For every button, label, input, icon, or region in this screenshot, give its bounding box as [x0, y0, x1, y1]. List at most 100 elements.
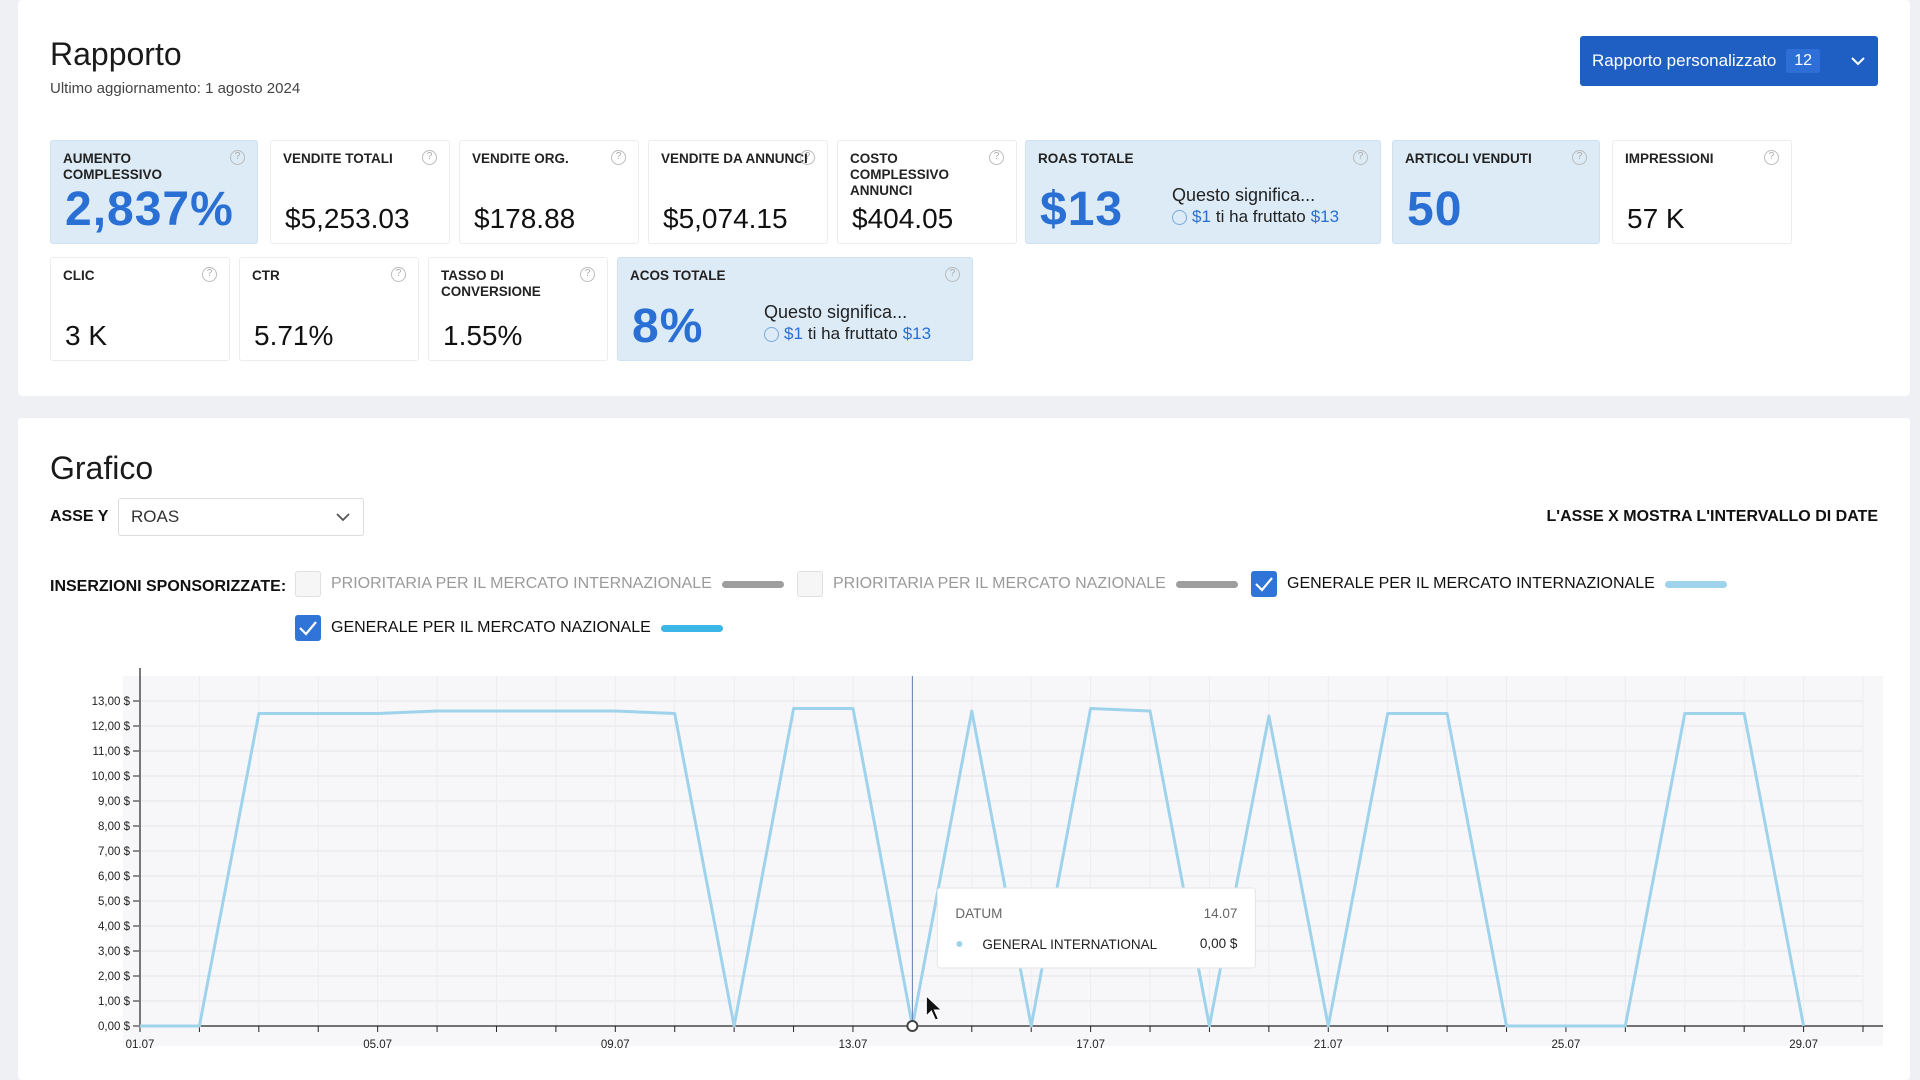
x-tick-label: 21.07 — [1314, 1039, 1343, 1051]
help-icon[interactable]: ? — [945, 267, 960, 282]
help-icon[interactable]: ? — [202, 267, 217, 282]
tooltip-series-label: GENERAL INTERNATIONAL — [982, 937, 1157, 952]
metric-label: VENDITE TOTALI — [283, 151, 393, 166]
help-icon[interactable]: ? — [1764, 150, 1779, 165]
legend-item-generale-nazionale[interactable]: GENERALE PER IL MERCATO NAZIONALE — [295, 615, 723, 641]
legend-item-prioritaria-nazionale[interactable]: PRIORITARIA PER IL MERCATO NAZIONALE — [797, 571, 1238, 597]
legend-title: INSERZIONI SPONSORIZZATE: — [50, 578, 287, 595]
y-tick-label: 3,00 $ — [98, 946, 131, 958]
y-tick-label: 13,00 $ — [92, 696, 131, 708]
roas-amount-out: $13 — [1310, 207, 1340, 226]
chevron-down-icon — [335, 512, 351, 522]
metric-card-vendite-org[interactable]: VENDITE ORG. ? $178.88 — [459, 140, 639, 244]
metric-value: 50 — [1407, 183, 1463, 236]
metric-label: AUMENTO COMPLESSIVO — [63, 151, 163, 182]
y-tick-label: 7,00 $ — [98, 846, 131, 858]
checkbox[interactable] — [295, 571, 321, 597]
metric-card-vendite-totali[interactable]: VENDITE TOTALI ? $5,253.03 — [270, 140, 450, 244]
metric-value: $5,074.15 — [663, 203, 788, 234]
metric-value: 5.71% — [254, 320, 334, 351]
x-tick-label: 13.07 — [839, 1039, 868, 1051]
acos-amount-out: $13 — [902, 324, 932, 343]
help-icon[interactable]: ? — [800, 150, 815, 165]
legend-label: PRIORITARIA PER IL MERCATO INTERNAZIONAL… — [331, 575, 712, 592]
tooltip-header-label: DATUM — [955, 906, 1002, 921]
y-tick-label: 5,00 $ — [98, 896, 131, 908]
x-tick-label: 01.07 — [126, 1039, 155, 1051]
y-tick-label: 9,00 $ — [98, 796, 131, 808]
metric-card-acos[interactable]: ACOS TOTALE ? 8% Questo significa... $1 … — [617, 257, 973, 361]
roas-middle-text: ti ha fruttato — [1215, 207, 1306, 226]
plot-background — [123, 676, 1883, 1046]
x-tick-label: 29.07 — [1789, 1039, 1818, 1051]
metric-value: 2,837% — [65, 183, 234, 236]
smile-icon — [1172, 209, 1187, 225]
y-tick-label: 0,00 $ — [98, 1021, 131, 1033]
legend-label: GENERALE PER IL MERCATO NAZIONALE — [331, 619, 651, 636]
tooltip-series-dot — [956, 941, 963, 947]
help-icon[interactable]: ? — [580, 267, 595, 282]
metric-card-costo-annunci[interactable]: COSTO COMPLESSIVO ANNUNCI ? $404.05 — [837, 140, 1017, 244]
series-line-general-international — [140, 707, 1806, 1028]
y-tick-label: 12,00 $ — [92, 721, 131, 733]
metric-card-tasso[interactable]: TASSO DI CONVERSIONE ? 1.55% — [428, 257, 608, 361]
y-tick-label: 10,00 $ — [92, 771, 131, 783]
cursor — [906, 676, 943, 1032]
metric-label: TASSO DI CONVERSIONE — [441, 268, 541, 299]
legend-item-generale-internazionale[interactable]: GENERALE PER IL MERCATO INTERNAZIONALE — [1251, 571, 1727, 597]
tooltip-box — [936, 887, 1256, 969]
metric-value: $404.05 — [852, 203, 954, 234]
x-tick-label: 09.07 — [601, 1039, 630, 1051]
metric-label: COSTO COMPLESSIVO ANNUNCI — [850, 151, 950, 198]
line-chart[interactable]: 0,00 $ 1,00 $ 2,00 $ 3,00 $ 4,00 $ 5,00 $ 6,00… — [18, 418, 1910, 1080]
help-icon[interactable]: ? — [1572, 150, 1587, 165]
help-icon[interactable]: ? — [422, 150, 437, 165]
y-axis-label: ASSE Y — [50, 508, 109, 525]
help-icon[interactable]: ? — [611, 150, 626, 165]
help-icon[interactable]: ? — [1353, 150, 1368, 165]
metric-label: VENDITE ORG. — [472, 151, 569, 166]
legend-item-prioritaria-internazionale[interactable]: PRIORITARIA PER IL MERCATO INTERNAZIONAL… — [295, 571, 784, 597]
custom-report-label: Rapporto personalizzato — [1592, 51, 1777, 70]
legend-swatch — [1175, 580, 1238, 588]
help-icon[interactable]: ? — [989, 150, 1004, 165]
metric-label: ROAS TOTALE — [1038, 151, 1134, 166]
metric-card-clic[interactable]: CLIC ? 3 K — [50, 257, 230, 361]
help-icon[interactable]: ? — [230, 150, 245, 165]
page-title: Rapporto — [50, 36, 182, 72]
y-axis-select[interactable]: ROAS — [118, 498, 364, 536]
x-tick-label: 17.07 — [1076, 1039, 1105, 1051]
series — [140, 707, 1806, 1028]
metric-label: VENDITE DA ANNUNCI — [661, 151, 808, 166]
chevron-down-icon — [1850, 56, 1866, 66]
metric-card-vendite-annunci[interactable]: VENDITE DA ANNUNCI ? $5,074.15 — [648, 140, 828, 244]
x-tick-label: 05.07 — [363, 1039, 392, 1051]
chart-title: Grafico — [50, 450, 154, 486]
tooltip-header-value: 14.07 — [1204, 906, 1238, 921]
check-icon — [299, 621, 317, 636]
metric-card-impressioni[interactable]: IMPRESSIONI ? 57 K — [1612, 140, 1792, 244]
metric-value: $178.88 — [474, 203, 576, 234]
metric-label: IMPRESSIONI — [1625, 151, 1714, 166]
custom-report-count-badge: 12 — [1786, 49, 1821, 73]
checkbox[interactable] — [1251, 571, 1277, 597]
y-tick-label: 1,00 $ — [98, 996, 131, 1008]
help-icon[interactable]: ? — [391, 267, 406, 282]
checkbox[interactable] — [797, 571, 823, 597]
roas-meaning: Questo significa... — [1172, 185, 1316, 205]
custom-report-button[interactable]: Rapporto personalizzato 12 — [1580, 36, 1878, 86]
metric-card-ctr[interactable]: CTR ? 5.71% — [239, 257, 419, 361]
metric-card-roas[interactable]: ROAS TOTALE ? $13 Questo significa... $1… — [1025, 140, 1381, 244]
cursor-point — [906, 1020, 919, 1032]
checkbox[interactable] — [295, 615, 321, 641]
metric-value: 1.55% — [443, 320, 523, 351]
metric-label: CTR — [252, 268, 280, 283]
metric-value: $5,253.03 — [285, 203, 410, 234]
last-update: Ultimo aggiornamento: 1 agosto 2024 — [50, 80, 301, 97]
metric-card-aumento[interactable]: AUMENTO COMPLESSIVO ? 2,837% — [50, 140, 258, 244]
metric-value: 8% — [632, 300, 704, 353]
legend-swatch — [660, 624, 723, 632]
y-axis-select-value: ROAS — [131, 507, 180, 526]
metric-card-articoli[interactable]: ARTICOLI VENDUTI ? 50 — [1392, 140, 1600, 244]
metric-label: CLIC — [63, 268, 95, 283]
